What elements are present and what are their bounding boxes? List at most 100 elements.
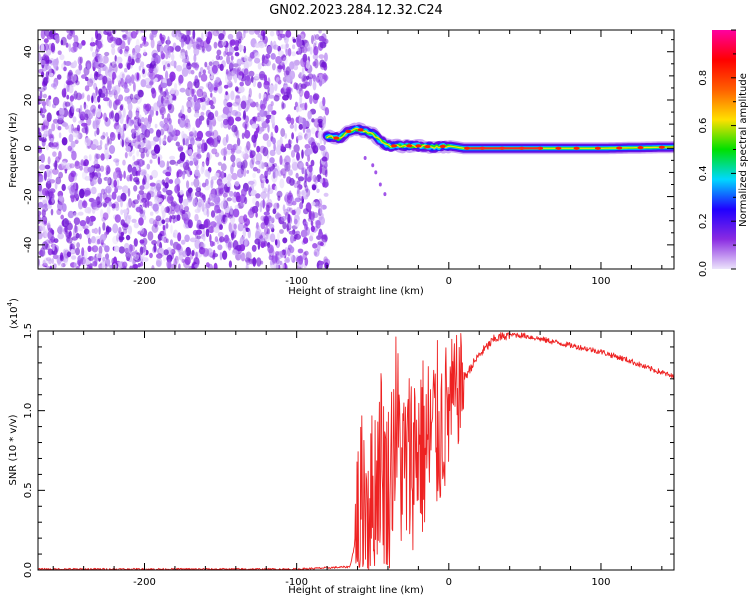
noise-blob — [262, 146, 269, 157]
noise-blob — [95, 108, 101, 118]
noise-blob — [49, 128, 53, 134]
noise-blob — [149, 182, 156, 187]
noise-blob — [263, 218, 267, 224]
noise-blob — [155, 54, 161, 64]
noise-blob — [312, 243, 318, 249]
noise-blob — [151, 88, 157, 99]
noise-blob — [286, 176, 292, 184]
noise-blob — [125, 136, 130, 143]
noise-blob — [64, 258, 68, 266]
noise-blob — [115, 99, 120, 105]
noise-blob — [50, 208, 54, 216]
noise-blob — [165, 52, 169, 60]
noise-blob — [38, 215, 42, 225]
noise-blob — [296, 187, 300, 195]
noise-blob — [232, 208, 240, 218]
noise-blob — [214, 236, 219, 243]
noise-blob — [259, 237, 266, 243]
noise-blob — [229, 205, 233, 215]
noise-blob — [223, 155, 226, 161]
noise-blob — [303, 208, 309, 215]
noise-blob — [122, 185, 129, 194]
noise-blob — [71, 129, 79, 138]
noise-blob — [312, 174, 317, 183]
noise-blob — [189, 237, 197, 243]
signal-peak — [333, 136, 340, 140]
y-tick-label: -20 — [23, 188, 34, 204]
noise-blob — [184, 256, 191, 266]
noise-blob — [60, 214, 64, 220]
noise-blob — [248, 70, 255, 77]
noise-blob — [143, 175, 147, 185]
noise-blob — [219, 187, 224, 195]
noise-blob — [291, 150, 295, 158]
noise-blob — [40, 137, 47, 143]
noise-blob — [321, 119, 326, 129]
noise-blob — [40, 59, 46, 66]
noise-blob — [284, 247, 289, 255]
noise-blob — [237, 225, 241, 231]
noise-blob — [211, 65, 218, 74]
noise-blob — [138, 114, 142, 124]
noise-blob — [272, 40, 277, 50]
noise-blob — [38, 87, 45, 93]
noise-blob — [86, 63, 91, 70]
noise-blob — [67, 145, 73, 152]
noise-blob — [267, 184, 271, 192]
noise-blob — [274, 263, 279, 269]
noise-blob — [229, 39, 233, 48]
noise-blob — [315, 201, 320, 209]
noise-blob — [64, 61, 72, 66]
noise-blob — [212, 30, 220, 37]
noise-blob — [276, 139, 282, 147]
noise-blob — [138, 217, 144, 226]
noise-blob — [174, 259, 179, 265]
x-tick-label: 0 — [446, 276, 452, 287]
noise-blob — [170, 53, 175, 61]
noise-blob — [194, 140, 201, 146]
noise-blob — [161, 36, 165, 45]
noise-blob — [196, 88, 204, 98]
noise-blob — [176, 183, 180, 192]
noise-blob — [243, 110, 246, 120]
noise-blob — [225, 150, 232, 155]
noise-blob — [230, 55, 234, 61]
noise-blob — [87, 166, 94, 173]
noise-blob — [295, 83, 299, 91]
noise-blob — [153, 136, 160, 142]
signal-peak — [464, 146, 471, 150]
noise-blob — [318, 260, 325, 266]
noise-blob — [107, 177, 112, 186]
noise-blob — [192, 64, 199, 70]
noise-blob — [104, 245, 110, 253]
noise-blob — [42, 259, 46, 266]
noise-blob — [231, 249, 239, 256]
noise-blob — [205, 262, 210, 268]
noise-blob — [153, 243, 157, 253]
noise-blob — [41, 208, 46, 218]
noise-blob — [227, 33, 234, 40]
x-tick-label: -200 — [133, 276, 156, 287]
noise-blob — [133, 222, 139, 229]
noise-blob — [177, 146, 184, 152]
noise-blob — [131, 97, 138, 104]
noise-blob — [263, 188, 269, 193]
noise-blob — [192, 198, 198, 207]
noise-blob — [100, 234, 107, 241]
noise-blob — [178, 194, 183, 204]
noise-blob — [130, 31, 137, 39]
noise-blob — [133, 254, 140, 261]
noise-blob — [321, 234, 328, 243]
noise-blob — [254, 73, 260, 80]
noise-blob — [121, 30, 126, 33]
noise-blob — [182, 161, 190, 171]
noise-blob — [106, 72, 114, 81]
noise-blob — [165, 222, 169, 229]
noise-blob — [230, 90, 235, 101]
noise-blob — [270, 114, 275, 124]
noise-blob — [84, 176, 91, 181]
noise-blob — [292, 44, 296, 50]
noise-blob — [293, 64, 299, 71]
noise-blob — [170, 209, 175, 215]
noise-blob — [179, 189, 184, 195]
